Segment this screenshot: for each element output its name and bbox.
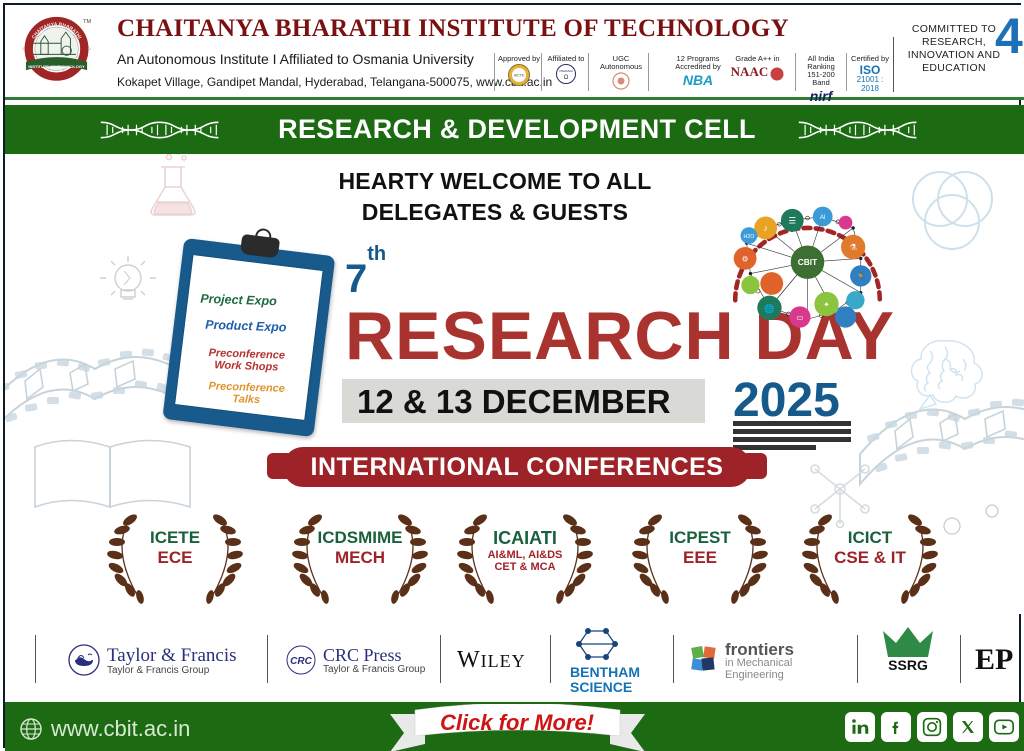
svg-text:🏃: 🏃 [856, 272, 865, 281]
svg-text:H2O: H2O [743, 234, 754, 240]
svg-text:AI: AI [820, 214, 826, 221]
svg-text:✦: ✦ [823, 300, 830, 309]
svg-text:♪: ♪ [763, 223, 768, 233]
svg-text:AICTE: AICTE [514, 73, 525, 77]
svg-text:☰: ☰ [789, 215, 797, 225]
svg-text:CBIT: CBIT [798, 257, 818, 267]
svg-text:Ω: Ω [564, 75, 569, 81]
svg-text:TM: TM [83, 19, 91, 25]
svg-text:⚙: ⚙ [742, 254, 749, 263]
svg-text:CRC: CRC [290, 656, 312, 667]
svg-text:INSTITUTE OF TECHNOLOGY: INSTITUTE OF TECHNOLOGY [28, 64, 85, 69]
svg-text:1979: 1979 [51, 75, 62, 81]
svg-text:⚗: ⚗ [849, 242, 857, 252]
svg-text:▭: ▭ [796, 313, 803, 322]
svg-text:Click for More!: Click for More! [440, 710, 594, 735]
svg-text:OSMANIA: OSMANIA [559, 69, 573, 73]
svg-text:🌐: 🌐 [764, 304, 774, 314]
